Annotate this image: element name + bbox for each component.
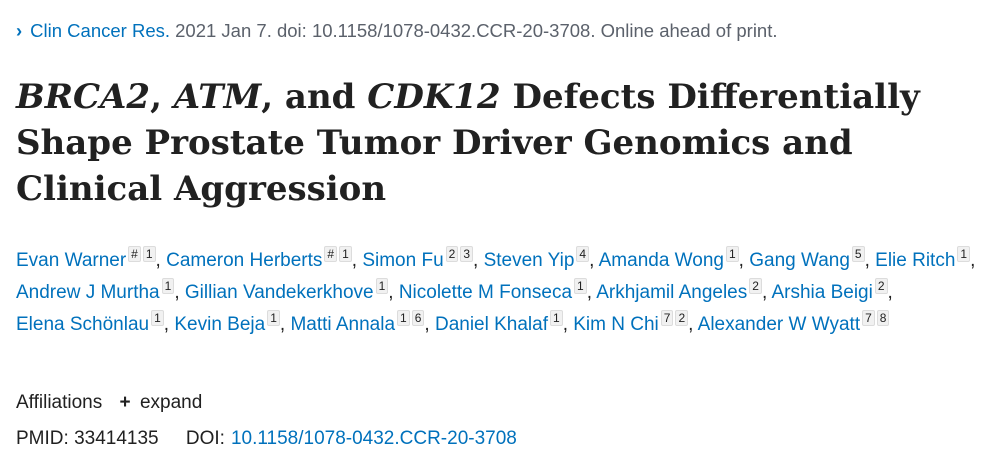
pmid-value: 33414135 xyxy=(74,428,159,449)
author-item: Andrew J Murtha 1, xyxy=(16,278,180,303)
author-separator: , xyxy=(562,314,568,335)
affiliation-ref[interactable]: 1 xyxy=(267,310,280,326)
affiliation-ref[interactable]: 8 xyxy=(876,310,890,326)
author-separator: , xyxy=(970,250,976,271)
author-separator: , xyxy=(279,314,286,335)
doi-link[interactable]: 10.1158/1078-0432.CCR-20-3708 xyxy=(230,428,517,449)
author-item: Matti Annala 1 6, xyxy=(290,310,430,335)
author-item: Steven Yip 4, xyxy=(483,246,595,271)
author-separator: , xyxy=(351,250,358,271)
author-name-link[interactable]: Evan Warner xyxy=(16,250,127,271)
author-separator: , xyxy=(887,282,893,303)
article-title: BRCA2, ATM, and CDK12 Defects Differenti… xyxy=(16,74,991,212)
affiliation-ref[interactable]: 1 xyxy=(957,246,971,262)
affiliation-ref[interactable]: 7 xyxy=(862,310,875,326)
author-name-link[interactable]: Arshia Beigi xyxy=(771,282,873,303)
affiliation-ref[interactable]: 7 xyxy=(660,310,674,326)
affiliation-ref[interactable]: 1 xyxy=(397,310,410,326)
author-separator: , xyxy=(589,250,595,271)
author-item: Elena Schönlau 1, xyxy=(16,310,170,335)
equal-contribution-mark[interactable]: # xyxy=(128,246,141,262)
author-separator: , xyxy=(155,250,161,271)
affiliations-toggle[interactable]: Affiliations + expand xyxy=(16,392,202,414)
author-item: Kim N Chi 7 2, xyxy=(573,310,694,335)
equal-contribution-mark[interactable]: # xyxy=(324,246,338,262)
affiliation-ref[interactable]: 1 xyxy=(142,246,156,262)
author-name-link[interactable]: Simon Fu xyxy=(362,250,444,271)
affiliations-label: Affiliations xyxy=(16,392,103,413)
affiliation-ref[interactable]: 5 xyxy=(851,246,865,262)
affiliation-ref[interactable]: 1 xyxy=(550,310,563,326)
author-separator: , xyxy=(424,314,430,335)
affiliation-ref[interactable]: 6 xyxy=(411,310,425,326)
author-separator: , xyxy=(688,314,694,335)
author-item: Arkhjamil Angeles 2, xyxy=(596,278,768,303)
author-name-link[interactable]: Alexander W Wyatt xyxy=(697,314,861,335)
plus-icon[interactable]: + xyxy=(119,392,131,413)
author-item: Elie Ritch 1, xyxy=(875,246,976,271)
authors-list: Evan Warner #1, Cameron Herberts #1, Simon… xyxy=(16,245,986,341)
affiliation-ref[interactable]: 1 xyxy=(375,278,389,294)
author-name-link[interactable]: Nicolette M Fonseca xyxy=(398,282,573,303)
author-item: Evan Warner #1, xyxy=(16,246,161,271)
affiliation-ref[interactable]: 2 xyxy=(445,246,459,262)
author-separator: , xyxy=(761,282,768,303)
pmid-label: PMID: xyxy=(16,428,69,449)
author-name-link[interactable]: Andrew J Murtha xyxy=(16,282,160,303)
affiliation-ref[interactable]: 3 xyxy=(460,246,474,262)
author-item: Gillian Vandekerkhove 1, xyxy=(184,278,394,303)
title-rest: Defects Differentially Shape Prostate Tu… xyxy=(16,77,920,209)
author-name-link[interactable]: Kim N Chi xyxy=(573,314,659,335)
title-separator-2: , and xyxy=(261,77,368,117)
author-separator: , xyxy=(473,250,479,271)
author-separator: , xyxy=(864,250,870,271)
author-item: Gang Wang 5, xyxy=(749,246,870,271)
author-name-link[interactable]: Steven Yip xyxy=(483,250,575,271)
expand-button[interactable]: expand xyxy=(139,392,203,413)
author-name-link[interactable]: Daniel Khalaf xyxy=(434,314,548,335)
chevron-right-icon[interactable]: › xyxy=(16,20,23,41)
affiliation-ref[interactable]: 1 xyxy=(339,246,352,262)
title-separator-1: , xyxy=(150,77,174,117)
doi-label: DOI: xyxy=(185,428,225,449)
affiliation-ref[interactable]: 4 xyxy=(576,246,590,262)
affiliation-ref[interactable]: 2 xyxy=(874,278,888,294)
affiliation-ref[interactable]: 1 xyxy=(725,246,739,262)
affiliation-ref[interactable]: 1 xyxy=(161,278,175,294)
author-item: Simon Fu 2 3, xyxy=(362,246,479,271)
author-name-link[interactable]: Arkhjamil Angeles xyxy=(596,282,748,303)
title-gene-cdk12: CDK12 xyxy=(367,77,501,117)
author-item: Amanda Wong 1, xyxy=(598,246,744,271)
affiliation-ref[interactable]: 2 xyxy=(675,310,689,326)
affiliation-ref[interactable]: 1 xyxy=(574,278,587,294)
author-name-link[interactable]: Cameron Herberts xyxy=(166,250,323,271)
author-name-link[interactable]: Kevin Beja xyxy=(174,314,266,335)
identifiers-line: PMID: 33414135 DOI: 10.1158/1078-0432.CCR… xyxy=(16,428,517,450)
author-separator: , xyxy=(388,282,394,303)
author-name-link[interactable]: Matti Annala xyxy=(290,314,396,335)
author-separator: , xyxy=(174,282,180,303)
author-separator: , xyxy=(586,282,592,303)
author-name-link[interactable]: Gillian Vandekerkhove xyxy=(184,282,374,303)
journal-link[interactable]: Clin Cancer Res. xyxy=(30,20,170,41)
author-separator: , xyxy=(163,314,170,335)
affiliation-ref[interactable]: 2 xyxy=(749,278,762,294)
author-name-link[interactable]: Elena Schönlau xyxy=(16,314,150,335)
title-gene-atm: ATM xyxy=(173,77,262,117)
author-name-link[interactable]: Amanda Wong xyxy=(598,250,724,271)
citation-details: 2021 Jan 7. doi: 10.1158/1078-0432.CCR-2… xyxy=(175,20,778,41)
author-item: Alexander W Wyatt 7 8 xyxy=(697,310,890,335)
author-item: Nicolette M Fonseca 1, xyxy=(398,278,592,303)
author-item: Cameron Herberts #1, xyxy=(166,246,358,271)
author-item: Kevin Beja 1, xyxy=(174,310,286,335)
title-gene-brca2: BRCA2 xyxy=(16,77,151,117)
citation-line: › Clin Cancer Res. 2021 Jan 7. doi: 10.11… xyxy=(16,20,778,42)
affiliation-ref[interactable]: 1 xyxy=(151,310,164,326)
author-name-link[interactable]: Gang Wang xyxy=(749,250,850,271)
author-separator: , xyxy=(738,250,744,271)
author-item: Arshia Beigi 2, xyxy=(771,278,893,303)
author-name-link[interactable]: Elie Ritch xyxy=(875,250,956,271)
author-item: Daniel Khalaf 1, xyxy=(434,310,568,335)
